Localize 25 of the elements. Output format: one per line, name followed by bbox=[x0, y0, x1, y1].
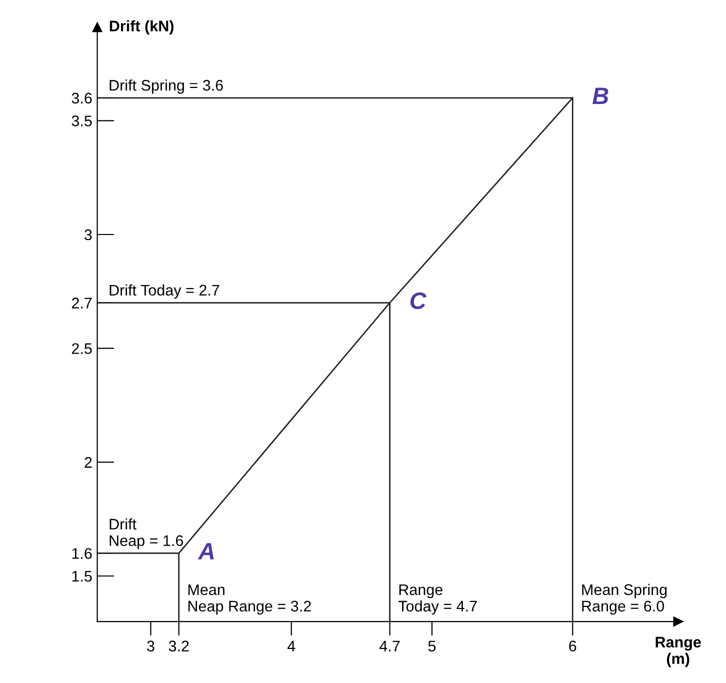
y-tick-label: 3.5 bbox=[72, 116, 92, 126]
annotation: Drift Spring = 3.6 bbox=[110, 79, 223, 94]
annotation: Mean Neap Range = 3.2 bbox=[188, 584, 311, 615]
annotation: Drift Neap = 1.6 bbox=[110, 518, 184, 550]
annotation: B bbox=[592, 88, 608, 104]
y-tick-label: 1.6 bbox=[72, 548, 92, 559]
y-tick-label: 3.6 bbox=[72, 92, 92, 104]
x-tick-label: 6 bbox=[569, 640, 576, 652]
annotation: Drift Today = 2.7 bbox=[110, 284, 220, 299]
y-tick-label: 1.5 bbox=[72, 571, 92, 582]
x-axis-title: Range (m) bbox=[656, 636, 701, 668]
x-tick-label: 4 bbox=[287, 640, 296, 652]
annotation: Mean Spring Range = 6.0 bbox=[582, 584, 667, 615]
annotation: A bbox=[198, 543, 214, 560]
y-tick-label: 2 bbox=[84, 457, 92, 468]
y-tick-label: 2.7 bbox=[72, 298, 92, 308]
x-tick-label: 4.7 bbox=[380, 640, 400, 652]
annotation: Range Today = 4.7 bbox=[398, 584, 477, 615]
annotation: C bbox=[410, 292, 427, 310]
x-tick-label: 5 bbox=[428, 640, 436, 652]
y-tick-label: 3 bbox=[84, 229, 92, 240]
y-tick-label: 2.5 bbox=[72, 343, 92, 354]
y-axis-title: Drift (kN) bbox=[110, 20, 174, 34]
x-tick-label: 3.2 bbox=[168, 640, 189, 652]
x-tick-label: 3 bbox=[147, 640, 154, 652]
